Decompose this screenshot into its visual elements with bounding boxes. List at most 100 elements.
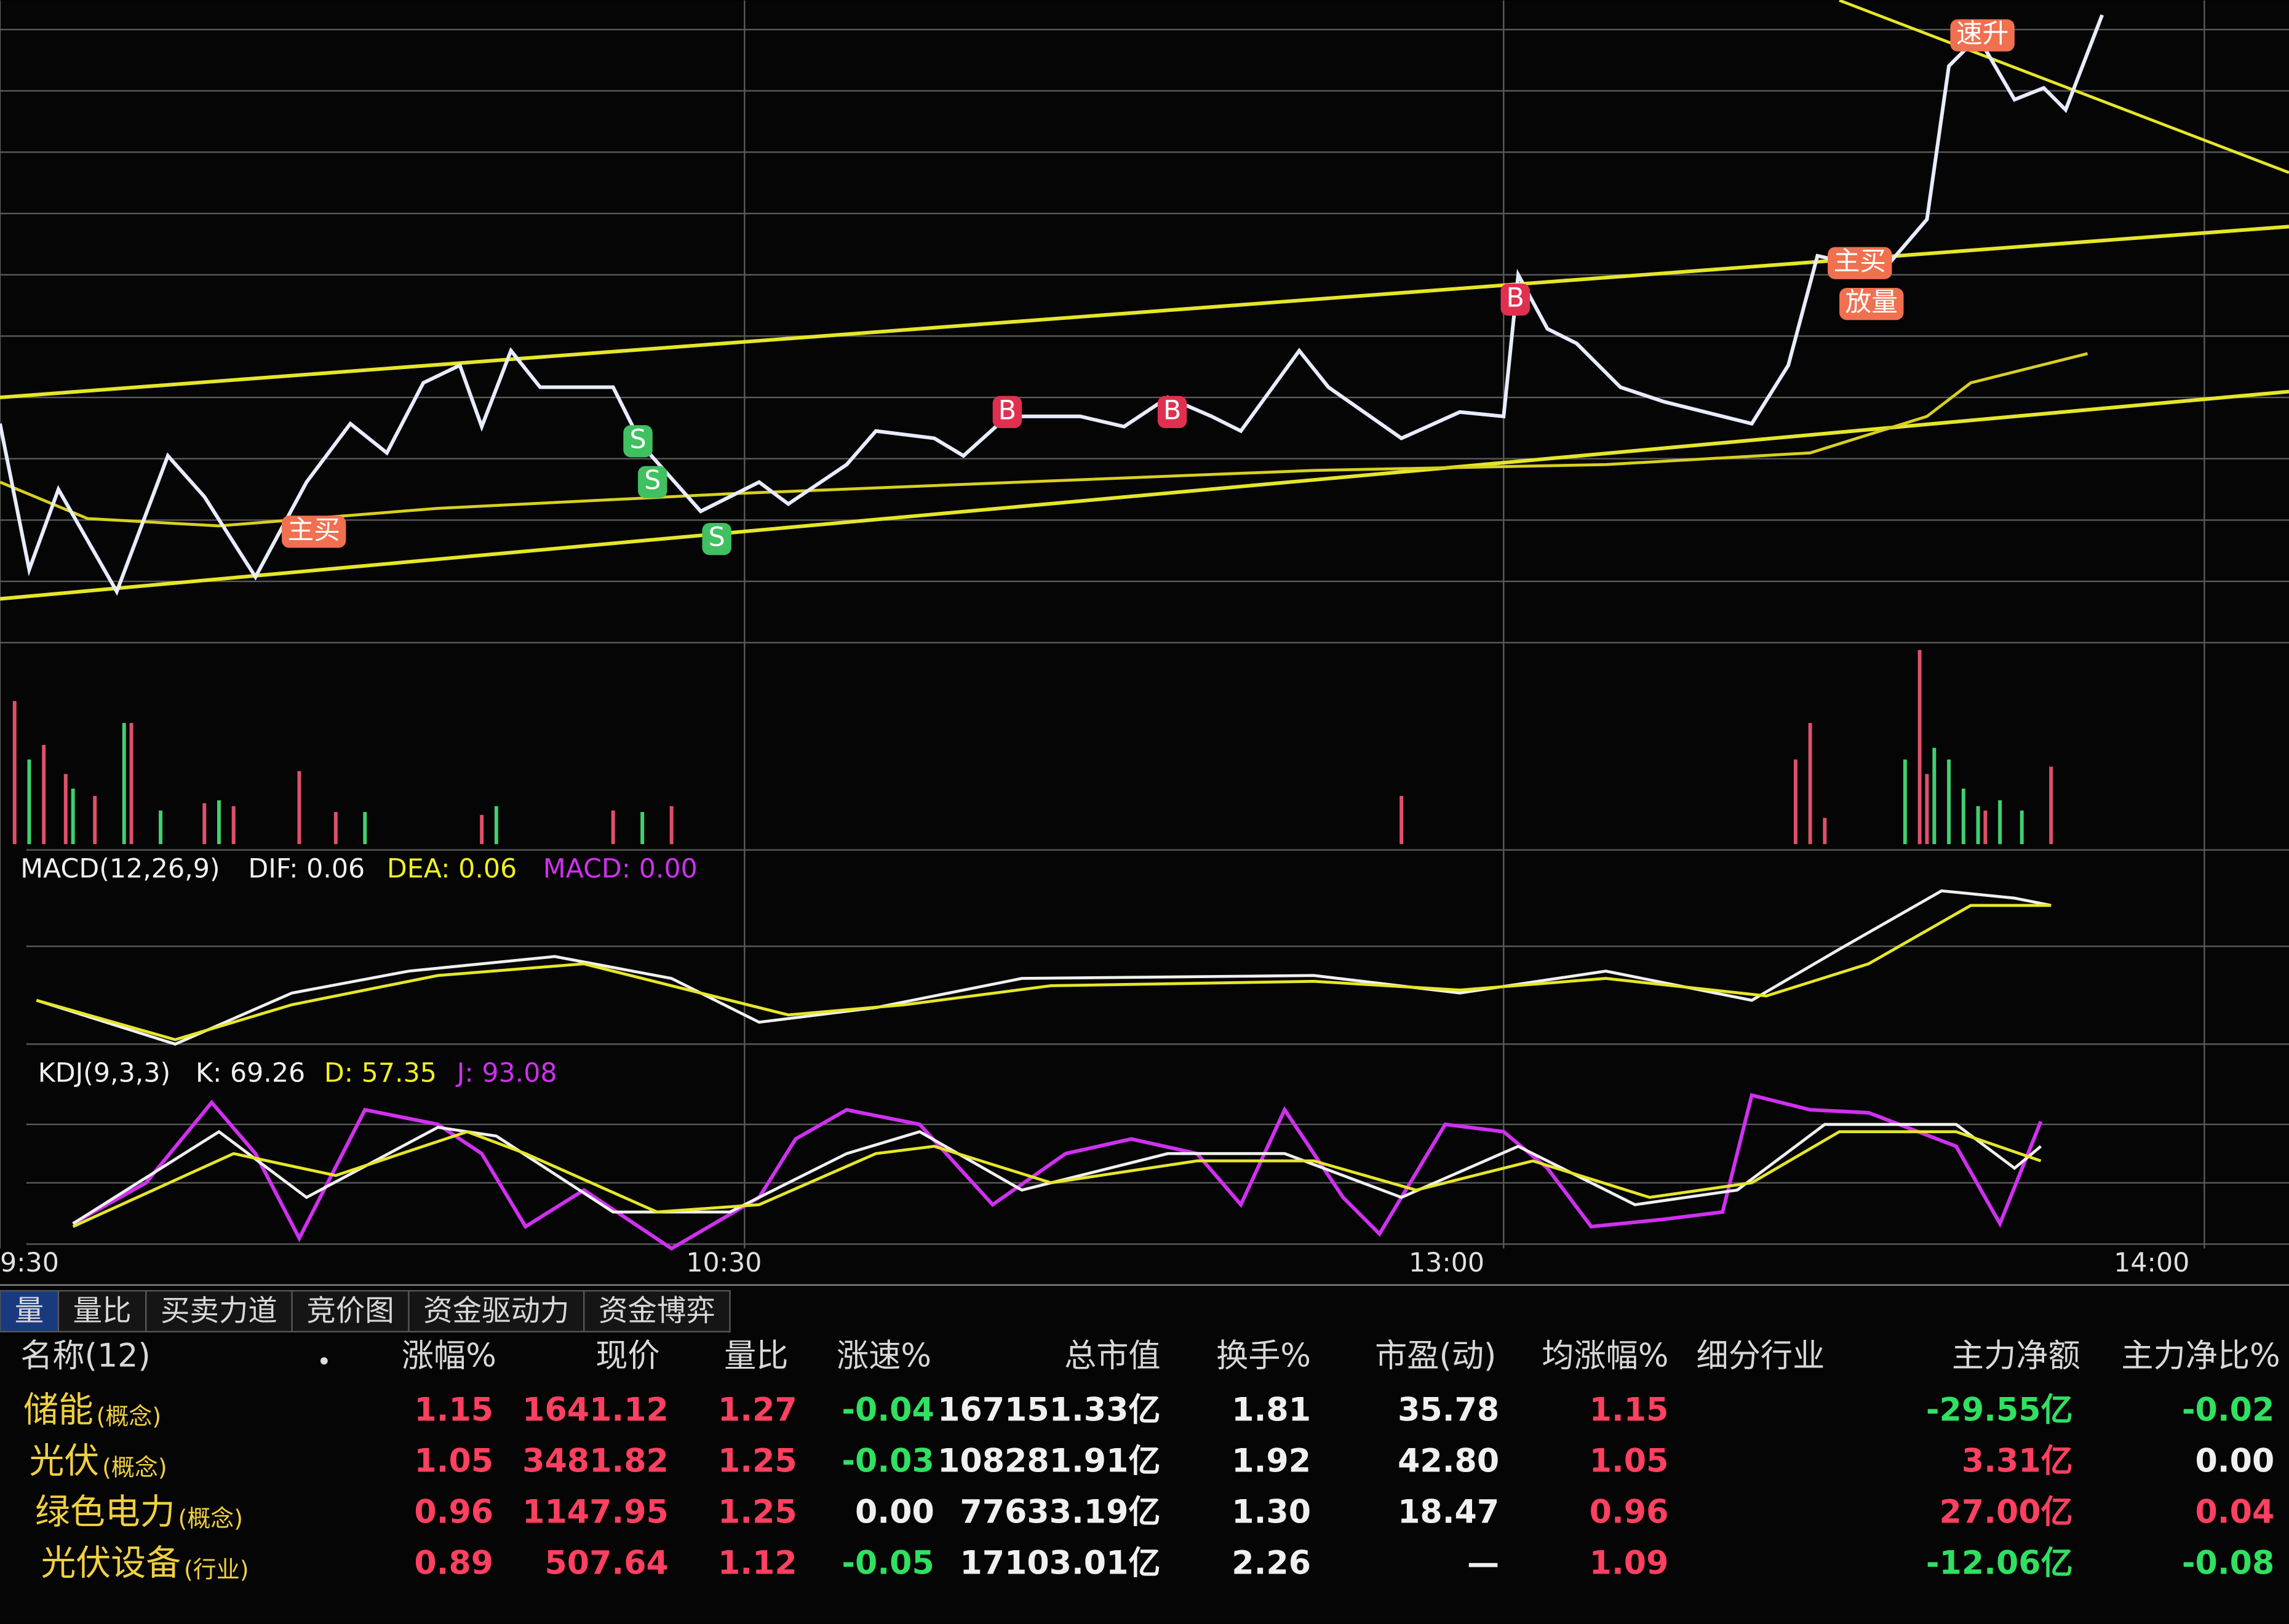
table-header: 量比	[724, 1338, 788, 1375]
tab-label[interactable]: 资金驱动力	[423, 1294, 569, 1328]
signal-badge	[638, 466, 667, 498]
indicator-label: DIF: 0.06	[248, 853, 365, 884]
table-cell: 1.25	[718, 1443, 797, 1479]
signal-text: 放量	[1845, 287, 1898, 318]
table-cell: -12.06亿	[1926, 1545, 2073, 1582]
grid	[0, 0, 2289, 1286]
ui: MACD(12,26,9) DIF: 0.06 DEA: 0.06 MACD: 0.0…	[0, 18, 2280, 1583]
table-cell: 0.96	[1590, 1494, 1669, 1530]
table-cell: 1.09	[1590, 1545, 1669, 1582]
trend-line	[1839, 0, 2289, 174]
d-line	[72, 1130, 2042, 1228]
table-cell: 0.89	[414, 1545, 493, 1582]
table-header: 涨幅%	[402, 1338, 496, 1375]
signal-text: B	[1507, 283, 1524, 314]
table-header: 细分行业	[1697, 1338, 1825, 1375]
indicator-label: DEA: 0.06	[387, 853, 517, 884]
row-tag: (概念)	[97, 1403, 162, 1430]
signal-badge	[282, 515, 346, 548]
table-cell: 17103.01亿	[960, 1545, 1160, 1582]
tab-label[interactable]: 竞价图	[306, 1294, 394, 1328]
signal-text: S	[709, 522, 725, 553]
table-cell: 3481.82	[522, 1443, 669, 1479]
table-cell: 1147.95	[522, 1494, 669, 1530]
table-cell: 3.31亿	[1962, 1443, 2073, 1479]
signal-text: S	[644, 465, 661, 496]
table-header: 换手%	[1216, 1338, 1311, 1375]
volume-bars-down	[27, 723, 2024, 845]
table-header: 涨速%	[837, 1338, 931, 1375]
table-cell: 0.04	[2195, 1494, 2275, 1530]
indicator-label: MACD(12,26,9)	[20, 853, 220, 884]
signal-text: 主买	[1834, 246, 1886, 277]
table-cell: 42.80	[1398, 1443, 1499, 1479]
signal-text: 速升	[1956, 18, 2008, 49]
j-line	[72, 1093, 2043, 1251]
signal-text: 主买	[288, 515, 340, 546]
table-cell: 167151.33亿	[937, 1391, 1161, 1428]
table-cell: 108281.91亿	[937, 1443, 1161, 1479]
table-cell: 1.81	[1232, 1391, 1311, 1428]
tab[interactable]	[145, 1290, 293, 1333]
table-cell: 1.05	[1590, 1443, 1669, 1479]
signal-badge	[1950, 19, 2015, 52]
row-tag: (概念)	[102, 1454, 167, 1481]
table-header: 主力净额	[1952, 1338, 2080, 1375]
table-cell: 0.00	[855, 1494, 934, 1530]
header-dot	[320, 1357, 328, 1365]
signal-badge	[702, 523, 731, 555]
volume-bars-up	[12, 650, 2053, 845]
table-header: 现价	[595, 1338, 659, 1375]
row-name: 储能	[23, 1390, 94, 1430]
row-tag: (概念)	[178, 1505, 244, 1532]
table-header: 市盈(动)	[1375, 1338, 1496, 1375]
table-cell: -0.08	[2182, 1545, 2274, 1582]
tab-label[interactable]: 量比	[73, 1294, 132, 1328]
signal-text: B	[998, 395, 1016, 426]
signal-badge	[1828, 247, 1892, 279]
table-cell: -29.55亿	[1926, 1391, 2073, 1428]
dif-line	[36, 889, 2052, 1046]
table-header: 总市值	[1064, 1338, 1161, 1375]
tab[interactable]	[0, 1290, 60, 1333]
tab[interactable]	[291, 1290, 410, 1333]
price-line	[0, 14, 2104, 596]
tab-label[interactable]: 资金博弈	[599, 1294, 715, 1328]
table-cell: 507.64	[544, 1545, 668, 1582]
table-cell: 0.00	[2195, 1443, 2275, 1479]
dea-line	[36, 904, 2052, 1041]
table-cell: 1641.12	[522, 1391, 669, 1428]
table-cell: 27.00亿	[1940, 1494, 2073, 1530]
indicator-label: MACD: 0.00	[543, 853, 698, 884]
tab[interactable]	[408, 1290, 585, 1333]
tab[interactable]	[583, 1290, 731, 1333]
row-name: 光伏设备	[41, 1543, 181, 1583]
indicator-label: KDJ(9,3,3)	[38, 1058, 170, 1089]
table-cell: 0.96	[414, 1494, 493, 1530]
tab-label[interactable]: 量	[15, 1294, 44, 1328]
signal-badge	[623, 425, 653, 458]
row-name: 绿色电力	[35, 1492, 175, 1532]
table-header: 名称(12)	[20, 1338, 151, 1375]
table-cell: 1.25	[718, 1494, 797, 1530]
tab[interactable]	[57, 1290, 147, 1333]
time-label: 14:00	[2114, 1248, 2189, 1278]
table-cell: 18.47	[1398, 1494, 1499, 1530]
table-cell: -0.04	[842, 1391, 934, 1428]
signal-text: B	[1163, 395, 1181, 426]
indicator-label: K: 69.26	[196, 1058, 305, 1089]
row-tag: (行业)	[184, 1556, 249, 1583]
table-cell: 1.92	[1232, 1443, 1311, 1479]
table-cell: —	[1467, 1545, 1499, 1582]
table-cell: 2.26	[1232, 1545, 1311, 1582]
table-cell: -0.05	[842, 1545, 934, 1582]
tab-label[interactable]: 买卖力道	[161, 1294, 277, 1328]
average-line	[0, 352, 2088, 528]
table-header: 均涨幅%	[1542, 1338, 1668, 1375]
table-cell: -0.03	[842, 1443, 934, 1479]
row-name: 光伏	[29, 1441, 99, 1481]
time-label: 13:00	[1409, 1248, 1484, 1278]
signal-badge	[1500, 283, 1530, 316]
